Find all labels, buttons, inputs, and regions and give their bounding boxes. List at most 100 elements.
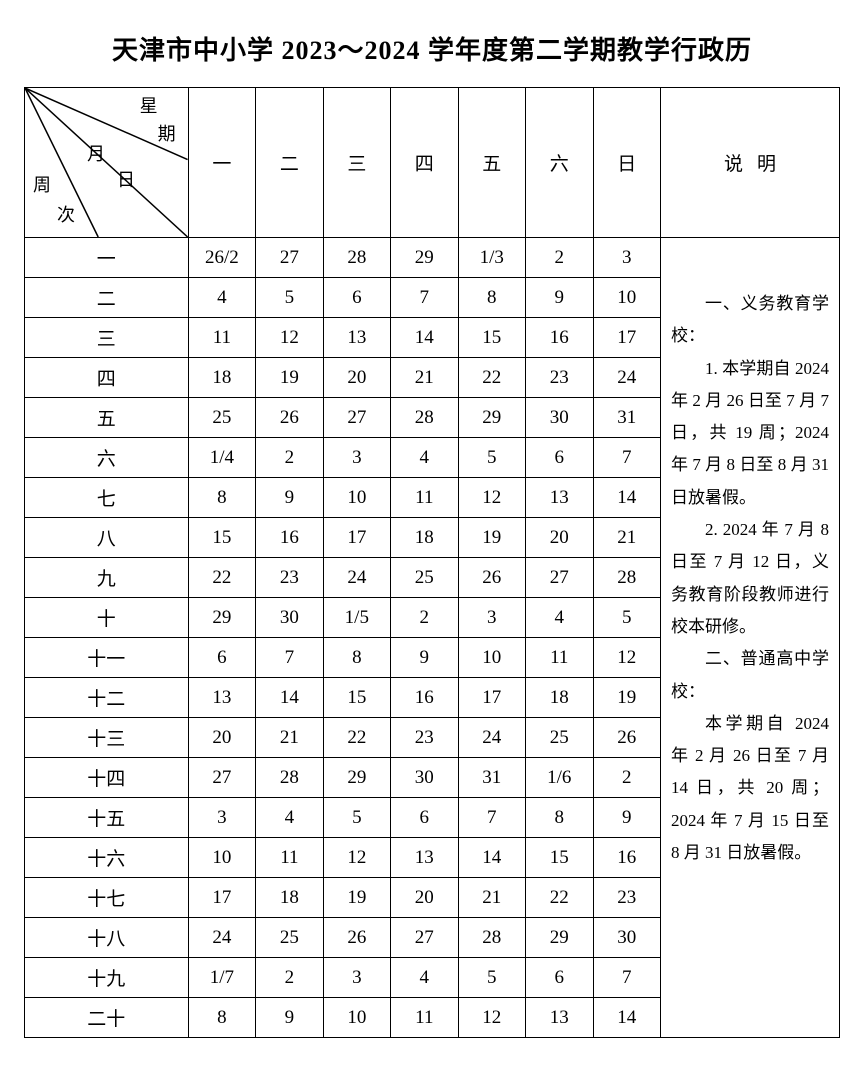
date-cell: 13 — [188, 678, 255, 718]
date-cell: 29 — [526, 918, 593, 958]
date-cell: 8 — [188, 478, 255, 518]
date-cell: 9 — [526, 278, 593, 318]
date-cell: 18 — [188, 358, 255, 398]
date-cell: 23 — [391, 718, 458, 758]
date-cell: 2 — [256, 958, 323, 998]
day-header: 日 — [593, 88, 660, 238]
date-cell: 17 — [458, 678, 525, 718]
table-row: 一26/22728291/323一、义务教育学校：1. 本学期自 2024 年 … — [25, 238, 840, 278]
date-cell: 2 — [256, 438, 323, 478]
week-label: 十八 — [25, 918, 189, 958]
week-label: 十三 — [25, 718, 189, 758]
date-cell: 26 — [256, 398, 323, 438]
date-cell: 1/6 — [526, 758, 593, 798]
date-cell: 11 — [526, 638, 593, 678]
date-cell: 15 — [323, 678, 390, 718]
date-cell: 12 — [323, 838, 390, 878]
date-cell: 12 — [458, 998, 525, 1038]
date-cell: 9 — [256, 998, 323, 1038]
date-cell: 11 — [391, 998, 458, 1038]
date-cell: 12 — [458, 478, 525, 518]
date-cell: 10 — [188, 838, 255, 878]
notes-line: 本学期自 2024 年 2 月 26 日至 7 月 14 日，共 20 周；20… — [671, 708, 829, 869]
week-label: 十五 — [25, 798, 189, 838]
date-cell: 9 — [593, 798, 660, 838]
date-cell: 4 — [188, 278, 255, 318]
notes-cell: 一、义务教育学校：1. 本学期自 2024 年 2 月 26 日至 7 月 7 … — [661, 238, 840, 1038]
date-cell: 20 — [188, 718, 255, 758]
week-label: 三 — [25, 318, 189, 358]
date-cell: 14 — [593, 478, 660, 518]
date-cell: 6 — [526, 958, 593, 998]
week-label: 十二 — [25, 678, 189, 718]
date-cell: 25 — [188, 398, 255, 438]
date-cell: 30 — [391, 758, 458, 798]
date-cell: 22 — [188, 558, 255, 598]
date-cell: 10 — [593, 278, 660, 318]
date-cell: 24 — [323, 558, 390, 598]
date-cell: 17 — [323, 518, 390, 558]
date-cell: 25 — [256, 918, 323, 958]
date-cell: 3 — [593, 238, 660, 278]
date-cell: 4 — [526, 598, 593, 638]
date-cell: 5 — [458, 438, 525, 478]
date-cell: 28 — [391, 398, 458, 438]
date-cell: 21 — [458, 878, 525, 918]
date-cell: 31 — [458, 758, 525, 798]
notes-line: 1. 本学期自 2024 年 2 月 26 日至 7 月 7 日，共 19 周；… — [671, 353, 829, 514]
week-label: 四 — [25, 358, 189, 398]
date-cell: 2 — [526, 238, 593, 278]
date-cell: 27 — [391, 918, 458, 958]
date-cell: 10 — [323, 998, 390, 1038]
corner-label-day: 日 — [117, 170, 135, 192]
date-cell: 27 — [323, 398, 390, 438]
date-cell: 7 — [256, 638, 323, 678]
week-label: 五 — [25, 398, 189, 438]
date-cell: 27 — [256, 238, 323, 278]
day-header: 六 — [526, 88, 593, 238]
date-cell: 15 — [526, 838, 593, 878]
corner-label-month: 月 — [87, 144, 105, 166]
date-cell: 31 — [593, 398, 660, 438]
date-cell: 23 — [526, 358, 593, 398]
week-label: 十 — [25, 598, 189, 638]
week-label: 十九 — [25, 958, 189, 998]
week-label: 六 — [25, 438, 189, 478]
date-cell: 10 — [323, 478, 390, 518]
date-cell: 2 — [593, 758, 660, 798]
date-cell: 21 — [256, 718, 323, 758]
date-cell: 13 — [323, 318, 390, 358]
date-cell: 30 — [256, 598, 323, 638]
date-cell: 10 — [458, 638, 525, 678]
date-cell: 16 — [593, 838, 660, 878]
date-cell: 30 — [526, 398, 593, 438]
date-cell: 16 — [256, 518, 323, 558]
date-cell: 11 — [391, 478, 458, 518]
week-label: 十七 — [25, 878, 189, 918]
week-label: 二十 — [25, 998, 189, 1038]
notes-line: 2. 2024 年 7 月 8 日至 7 月 12 日，义务教育阶段教师进行校本… — [671, 514, 829, 643]
date-cell: 16 — [526, 318, 593, 358]
date-cell: 29 — [188, 598, 255, 638]
day-header: 五 — [458, 88, 525, 238]
date-cell: 19 — [323, 878, 390, 918]
corner-label-weekday-1: 星 — [140, 96, 158, 118]
date-cell: 12 — [256, 318, 323, 358]
week-label: 七 — [25, 478, 189, 518]
date-cell: 25 — [526, 718, 593, 758]
day-header: 三 — [323, 88, 390, 238]
week-label: 九 — [25, 558, 189, 598]
date-cell: 4 — [391, 958, 458, 998]
date-cell: 26 — [323, 918, 390, 958]
date-cell: 28 — [593, 558, 660, 598]
date-cell: 3 — [323, 438, 390, 478]
date-cell: 7 — [458, 798, 525, 838]
date-cell: 20 — [526, 518, 593, 558]
date-cell: 7 — [391, 278, 458, 318]
corner-label-week-1: 周 — [33, 175, 51, 197]
date-cell: 5 — [458, 958, 525, 998]
week-label: 一 — [25, 238, 189, 278]
date-cell: 20 — [323, 358, 390, 398]
date-cell: 9 — [391, 638, 458, 678]
date-cell: 27 — [526, 558, 593, 598]
